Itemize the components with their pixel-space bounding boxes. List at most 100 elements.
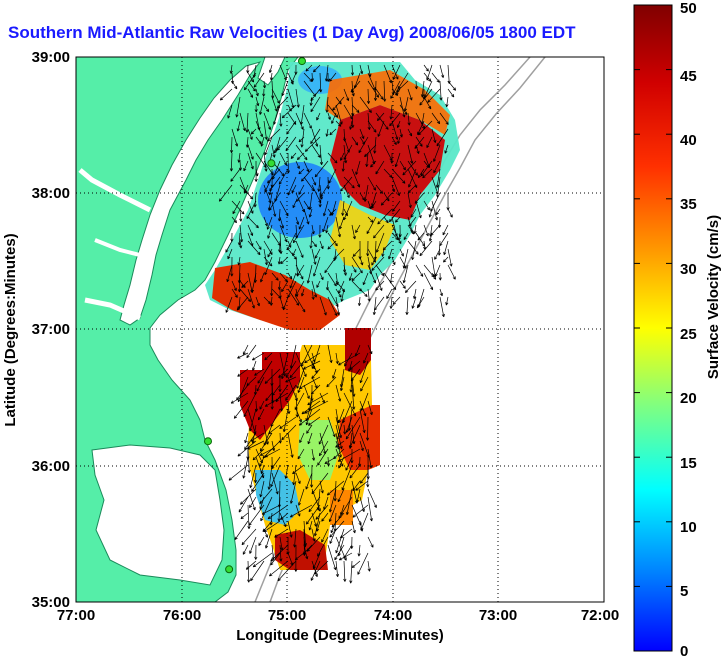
low-velocity-south [255, 470, 300, 525]
velocity-arrow [311, 512, 318, 527]
velocity-arrow [307, 392, 329, 406]
velocity-arrow [447, 80, 457, 91]
velocity-arrow [426, 136, 433, 148]
velocity-arrow [287, 176, 297, 196]
velocity-arrow [269, 560, 289, 577]
velocity-arrow [247, 288, 255, 309]
velocity-arrow [311, 288, 315, 300]
velocity-arrow [295, 144, 308, 161]
velocity-arrow [298, 376, 321, 390]
velocity-arrow [227, 248, 233, 260]
velocity-arrow [345, 416, 353, 433]
velocity-arrow [237, 352, 249, 359]
velocity-arrow [375, 280, 385, 291]
velocity-arrow [318, 224, 322, 238]
velocity-arrow [299, 432, 305, 443]
velocity-arrow [413, 288, 417, 300]
velocity-arrow [411, 296, 417, 309]
velocity-arrow [319, 184, 324, 200]
velocity-arrow [247, 88, 254, 98]
velocity-arrow [407, 160, 418, 176]
velocity-arrow [343, 144, 348, 164]
velocity-arrow [318, 192, 322, 208]
velocity-arrow [264, 392, 289, 407]
velocity-arrow [287, 520, 293, 538]
velocity-arrow [263, 112, 272, 130]
velocity-arrow [352, 480, 361, 492]
velocity-arrow [251, 472, 265, 492]
velocity-arrow [317, 448, 329, 466]
velocity-arrow [260, 272, 265, 283]
velocity-arrow [348, 272, 353, 281]
velocity-arrow [255, 88, 259, 97]
x-axis: 77:00 76:00 75:00 74:00 73:00 72:00 Long… [57, 607, 619, 644]
velocity-arrow [263, 104, 270, 113]
velocity-arrow [289, 360, 305, 379]
velocity-arrow [345, 488, 353, 516]
velocity-arrow [328, 488, 337, 513]
velocity-arrow [431, 72, 440, 83]
velocity-arrow [303, 200, 310, 210]
velocity-arrow [433, 160, 441, 174]
velocity-arrow [407, 88, 413, 101]
velocity-arrow [241, 528, 257, 546]
velocity-arrow [307, 432, 313, 445]
velocity-arrow [249, 496, 257, 509]
velocity-arrow [375, 264, 385, 277]
velocity-arrow [271, 272, 279, 281]
colorbar-ticks [634, 4, 672, 652]
velocity-arrow [335, 528, 345, 554]
velocity-arrow [431, 200, 438, 221]
velocity-arrow [305, 408, 313, 426]
velocity-arrow [284, 464, 289, 479]
velocity-arrow [349, 360, 361, 370]
velocity-arrow [391, 120, 399, 140]
velocity-arrow [327, 272, 337, 287]
velocity-arrow [397, 136, 401, 144]
velocity-arrow [316, 520, 321, 532]
velocity-arrow [259, 448, 273, 456]
colorbar-label: Surface Velocity (cm/s) [705, 215, 722, 379]
velocity-arrow [247, 144, 254, 160]
velocity-arrow [295, 472, 301, 484]
velocity-arrow [279, 416, 297, 429]
velocity-arrow [351, 384, 356, 410]
velocity-arrow [326, 376, 337, 388]
velocity-arrow [375, 112, 389, 130]
velocity-arrow [247, 488, 256, 511]
velocity-arrow [443, 240, 449, 256]
y-tick-label: 39:00 [32, 49, 70, 66]
velocity-arrow [359, 64, 364, 75]
velocity-arrow [268, 64, 273, 73]
velocity-arrow [367, 72, 376, 91]
velocity-arrow [229, 136, 234, 154]
grid [76, 57, 604, 602]
velocity-arrow [343, 264, 347, 276]
velocity-arrow [268, 424, 281, 435]
velocity-arrow [291, 72, 297, 84]
velocity-arrow [247, 224, 254, 236]
velocity-arrow [295, 192, 305, 202]
velocity-arrow [447, 88, 455, 98]
velocity-arrow [367, 176, 377, 191]
velocity-arrow [423, 224, 429, 237]
velocity-arrow [351, 88, 355, 97]
velocity-arrow [377, 120, 385, 137]
velocity-arrow [282, 408, 289, 433]
velocity-arrow [376, 112, 385, 122]
velocity-arrow [408, 168, 417, 188]
velocity-arrow [335, 104, 343, 125]
velocity-arrow [306, 264, 313, 284]
velocity-arrow [304, 136, 321, 152]
velocity-arrow [343, 560, 347, 582]
velocity-arrow [265, 392, 273, 402]
velocity-arrow [390, 80, 401, 99]
velocity-arrow [297, 448, 305, 460]
velocity-arrow [313, 64, 321, 73]
velocity-arrow [311, 144, 321, 158]
velocity-arrow [358, 136, 369, 154]
velocity-arrow [371, 200, 377, 209]
velocity-arrow [377, 208, 393, 225]
velocity-arrow [389, 112, 401, 127]
